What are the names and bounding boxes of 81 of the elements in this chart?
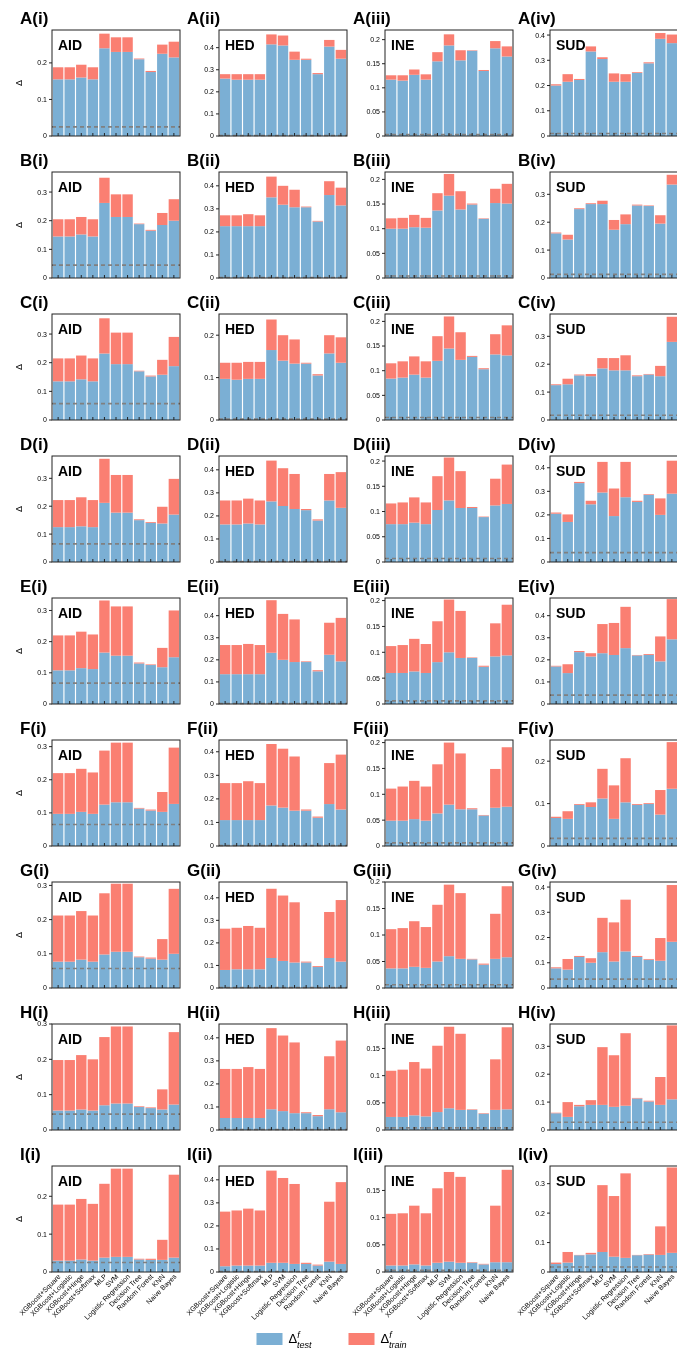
y-axis-title: Δ — [14, 79, 24, 87]
text: AID — [58, 889, 83, 905]
chart-title: H(iv) — [518, 1003, 556, 1022]
y-axis-title: Δ — [14, 363, 24, 371]
y-axis-title: Δ — [14, 1215, 24, 1223]
text: HED — [225, 747, 255, 763]
chart-title: H(iii) — [353, 1003, 391, 1022]
chart-title: F(ii) — [187, 719, 219, 738]
chart-title: H(i) — [20, 1003, 49, 1022]
chart-title: E(ii) — [187, 577, 220, 596]
chart-title: B(i) — [20, 151, 49, 170]
text: INE — [391, 889, 415, 905]
text: HED — [225, 889, 255, 905]
text: SUD — [556, 1173, 586, 1189]
text: HED — [225, 321, 255, 337]
text: AID — [58, 1173, 83, 1189]
text: SUD — [556, 1031, 586, 1047]
text: HED — [225, 605, 255, 621]
text: SUD — [556, 37, 586, 53]
text: SUD — [556, 889, 586, 905]
text: HED — [225, 463, 255, 479]
chart-title: G(ii) — [187, 861, 221, 880]
text: INE — [391, 1173, 415, 1189]
chart-title: D(iii) — [353, 435, 391, 454]
text: AID — [58, 179, 83, 195]
text: INE — [391, 463, 415, 479]
text: HED — [225, 179, 255, 195]
text: AID — [58, 1031, 83, 1047]
text: AID — [58, 605, 83, 621]
text: SUD — [556, 179, 586, 195]
text: INE — [391, 747, 415, 763]
text: SUD — [556, 605, 586, 621]
chart-title: I(i) — [20, 1145, 41, 1164]
y-axis-title: Δ — [14, 789, 24, 797]
chart-title: C(iv) — [518, 293, 556, 312]
text: AID — [58, 747, 83, 763]
y-axis-title: Δ — [14, 221, 24, 229]
chart-title: C(i) — [20, 293, 49, 312]
text: HED — [225, 1173, 255, 1189]
chart-title: C(ii) — [187, 293, 221, 312]
chart-title: I(iii) — [353, 1145, 384, 1164]
chart-title: B(iv) — [518, 151, 556, 170]
chart-title: C(iii) — [353, 293, 391, 312]
y-axis-title: Δ — [14, 505, 24, 513]
chart-title: E(iv) — [518, 577, 555, 596]
chart-title: G(iv) — [518, 861, 557, 880]
chart-title: B(iii) — [353, 151, 391, 170]
text: SUD — [556, 321, 586, 337]
text: SUD — [556, 747, 586, 763]
chart-title: A(iv) — [518, 9, 556, 28]
chart-title: I(iv) — [518, 1145, 549, 1164]
chart-title: A(i) — [20, 9, 49, 28]
chart-title: H(ii) — [187, 1003, 221, 1022]
text: HED — [225, 37, 255, 53]
text: SUD — [556, 463, 586, 479]
text: INE — [391, 37, 415, 53]
text: AID — [58, 463, 83, 479]
chart-title: F(i) — [20, 719, 47, 738]
text: INE — [391, 321, 415, 337]
text: AID — [58, 321, 83, 337]
chart-title: G(iii) — [353, 861, 392, 880]
chart-title: F(iii) — [353, 719, 389, 738]
text: INE — [391, 1031, 415, 1047]
chart-title: A(ii) — [187, 9, 221, 28]
text: AID — [58, 37, 83, 53]
chart-title: D(i) — [20, 435, 49, 454]
chart-title: E(i) — [20, 577, 48, 596]
text: INE — [391, 605, 415, 621]
chart-title: G(i) — [20, 861, 50, 880]
y-axis-title: Δ — [14, 931, 24, 939]
y-axis-title: Δ — [14, 1073, 24, 1081]
y-axis-title: Δ — [14, 647, 24, 655]
text: HED — [225, 1031, 255, 1047]
chart-title: B(ii) — [187, 151, 221, 170]
text: INE — [391, 179, 415, 195]
chart-title: D(ii) — [187, 435, 221, 454]
chart-title: A(iii) — [353, 9, 391, 28]
chart-title: F(iv) — [518, 719, 554, 738]
chart-title: D(iv) — [518, 435, 556, 454]
chart-title: I(ii) — [187, 1145, 213, 1164]
chart-title: E(iii) — [353, 577, 390, 596]
